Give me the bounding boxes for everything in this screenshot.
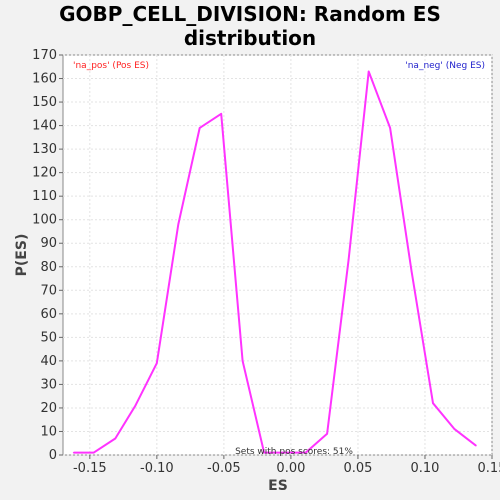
- data-point: [453, 428, 456, 430]
- x-tick-label: 0.15: [478, 461, 500, 476]
- x-tick-label: -0.15: [73, 461, 107, 476]
- data-point: [410, 270, 413, 273]
- y-tick-label: 30: [40, 377, 57, 392]
- data-point: [134, 404, 137, 407]
- y-tick-label: 50: [40, 330, 57, 345]
- data-point: [241, 360, 244, 362]
- axes-layer: 0 10 20 30 40 50 60 70 80 90 100 110 120 130 140 150 160…: [32, 48, 500, 476]
- y-tick-label: 90: [40, 236, 57, 251]
- chart-title-line-2: distribution: [183, 26, 317, 50]
- y-tick-label: 110: [32, 189, 57, 204]
- y-tick-label: 100: [32, 213, 57, 228]
- series-line: [73, 70, 477, 454]
- y-tick-label: 20: [40, 401, 57, 416]
- chart-title-line-1: GOBP_CELL_DIVISION: Random ES: [59, 2, 441, 26]
- y-tick-label: 40: [40, 354, 57, 369]
- y-tick-label: 0: [49, 448, 57, 463]
- y-tick-label: 130: [32, 142, 57, 157]
- y-tick-label: 140: [32, 119, 57, 134]
- data-point: [72, 451, 75, 454]
- data-point: [283, 451, 286, 454]
- y-tick-label: 60: [40, 307, 57, 322]
- plot-area: [62, 54, 493, 456]
- y-tick-label: 70: [40, 283, 57, 298]
- data-point: [177, 223, 180, 226]
- y-tick-label: 10: [40, 424, 57, 439]
- data-point: [389, 127, 391, 129]
- x-axis-label: ES: [268, 478, 288, 494]
- y-tick-label: 160: [32, 72, 57, 87]
- data-point: [432, 402, 434, 405]
- data-point: [93, 451, 95, 454]
- x-tick-label: -0.10: [140, 461, 174, 476]
- data-point: [347, 258, 350, 261]
- data-point: [304, 451, 307, 454]
- data-point: [156, 362, 158, 365]
- pos-scores-annotation: Sets with pos scores: 51%: [235, 447, 353, 457]
- x-tick-label: 0.10: [410, 461, 439, 476]
- y-tick-label: 120: [32, 166, 57, 181]
- legend-neg: 'na_neg' (Neg ES): [405, 61, 485, 71]
- data-point: [198, 127, 201, 129]
- data-point: [220, 113, 222, 115]
- y-axis-label: P(ES): [14, 234, 30, 277]
- chart-title: GOBP_CELL_DIVISION: Random ES distributi…: [0, 2, 500, 50]
- data-point: [326, 433, 328, 435]
- x-tick-label: 0.05: [343, 461, 372, 476]
- y-tick-label: 170: [32, 48, 57, 63]
- grid-layer: [63, 54, 493, 456]
- data-point: [367, 70, 370, 73]
- x-tick-label: 0.00: [276, 461, 305, 476]
- data-point: [475, 444, 477, 447]
- data-point: [263, 451, 265, 454]
- y-tick-label: 80: [40, 260, 57, 275]
- series-layer: [72, 70, 477, 454]
- legend-pos: 'na_pos' (Pos ES): [73, 61, 149, 71]
- x-tick-label: -0.05: [207, 461, 241, 476]
- y-tick-label: 150: [32, 95, 57, 110]
- data-point: [114, 437, 117, 440]
